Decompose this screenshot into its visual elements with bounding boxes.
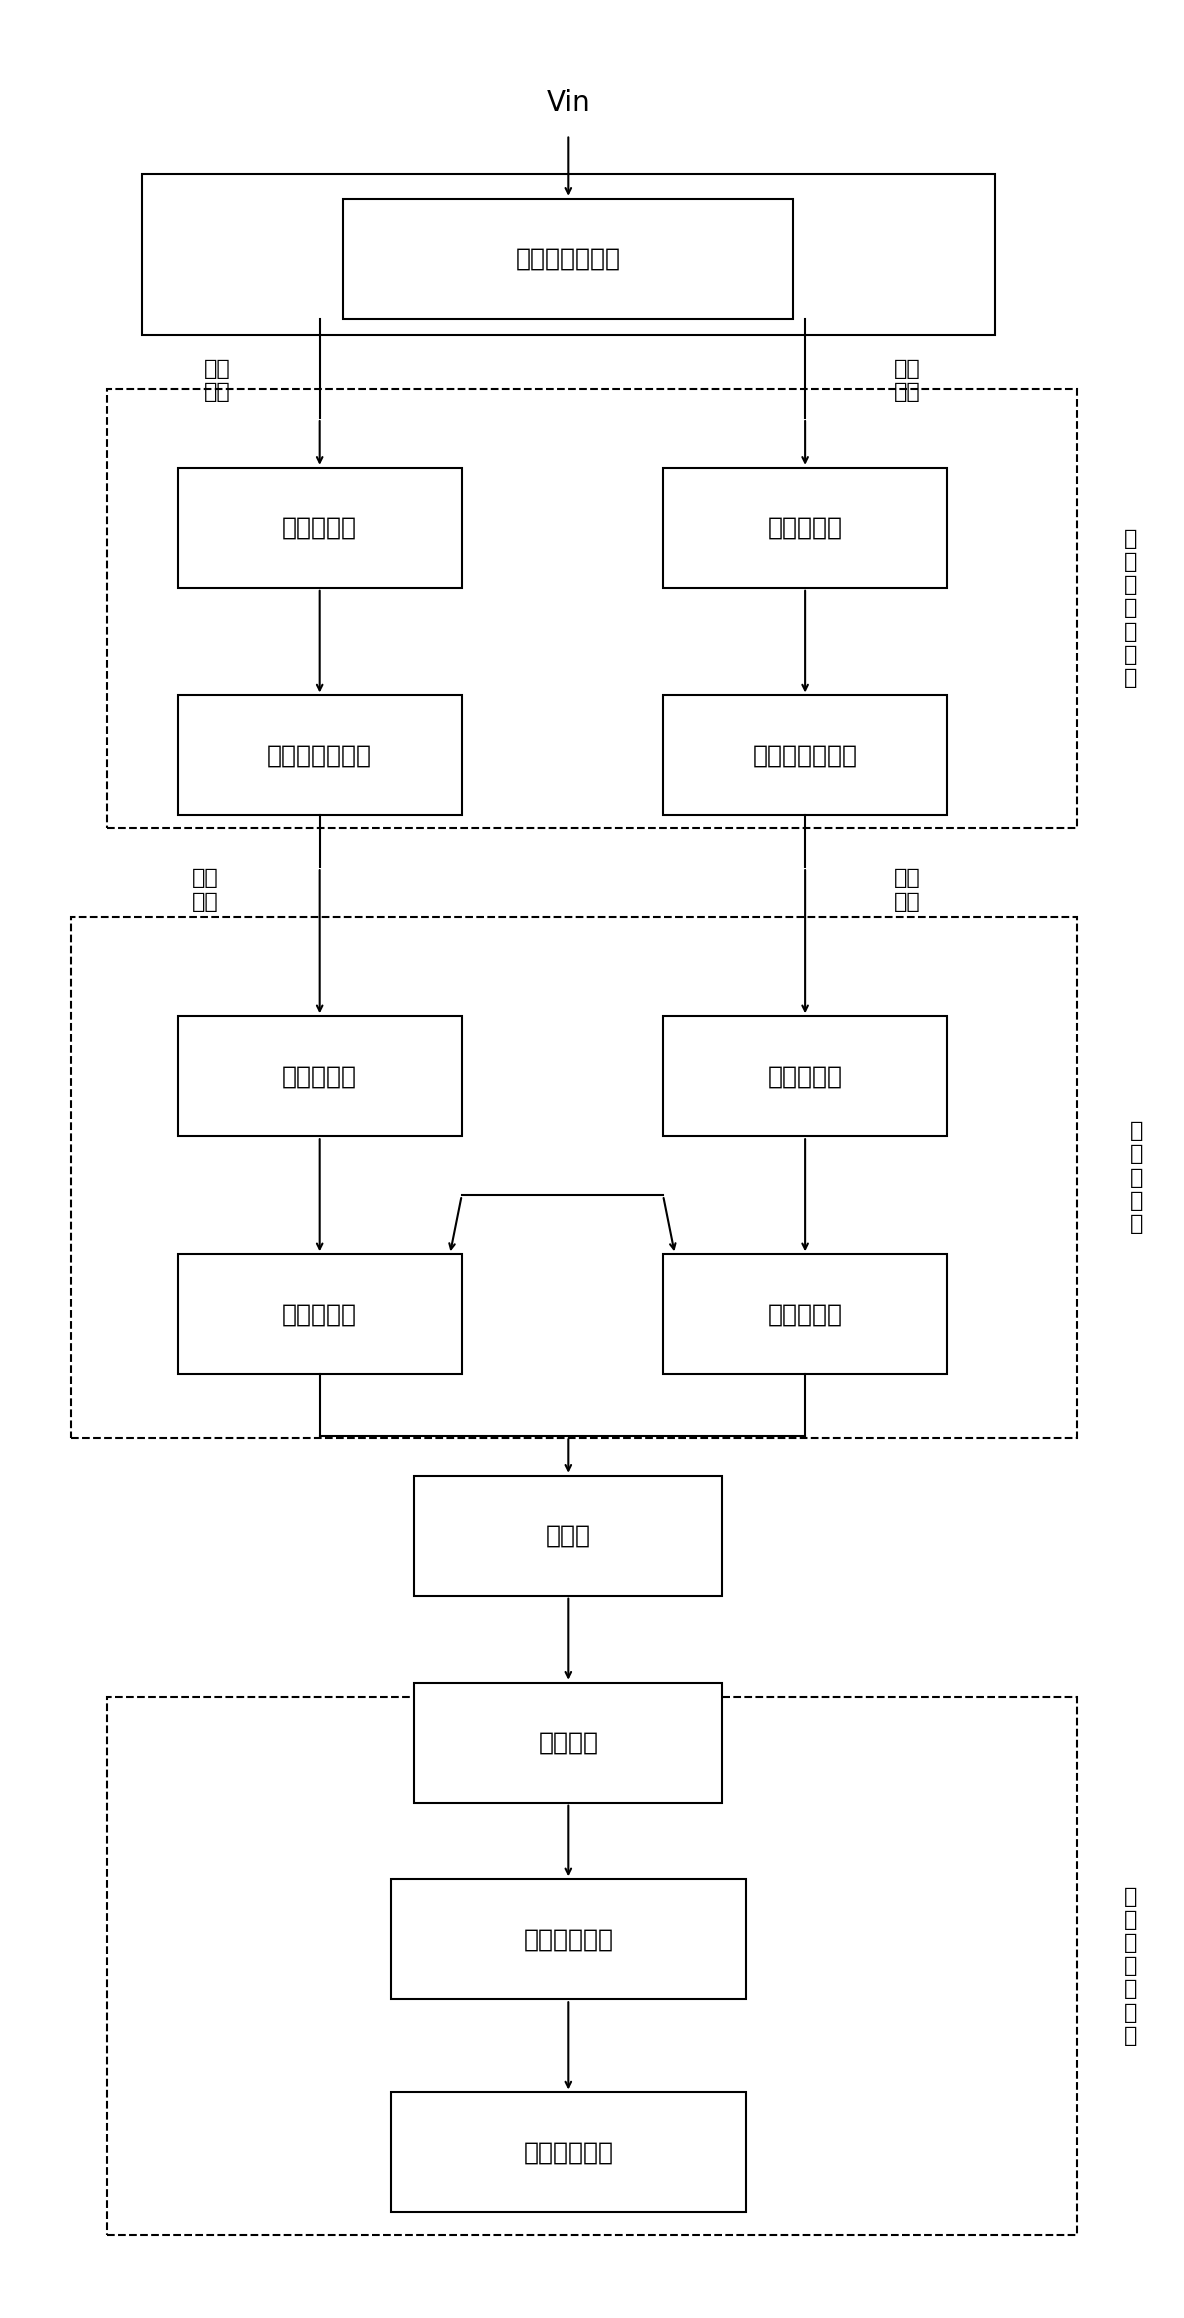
Text: 第一乘法器: 第一乘法器 [282,1303,358,1326]
Text: 正弦
分量: 正弦 分量 [192,869,219,911]
Bar [142,174,995,336]
Bar [343,199,793,320]
Bar [71,918,1077,1439]
Bar [663,1015,947,1136]
Bar [107,1697,1077,2235]
Bar [663,695,947,816]
Text: 第二微分器: 第二微分器 [767,1064,843,1087]
Text: 去
扰
动
单
元: 去 扰 动 单 元 [1130,1122,1144,1233]
Text: 正
切
解
算
子
模
块: 正 切 解 算 子 模 块 [1124,1887,1138,2047]
Bar [107,389,1077,828]
Text: 载波生成子模块: 载波生成子模块 [516,246,620,271]
Bar [178,468,462,589]
Text: 倍频
信号: 倍频 信号 [894,359,921,403]
Text: 余弦
分量: 余弦 分量 [894,869,921,911]
Text: 第二乘法器: 第二乘法器 [767,1303,843,1326]
Bar [178,695,462,816]
Bar [414,1477,722,1595]
Text: 混
频
滤
波
子
模
块: 混 频 滤 波 子 模 块 [1124,529,1138,688]
Text: 第二低通滤波器: 第二低通滤波器 [753,744,857,767]
Text: 反正切子模块: 反正切子模块 [523,2140,613,2165]
Bar [663,1254,947,1375]
Bar [178,1015,462,1136]
Text: 基频
信号: 基频 信号 [204,359,231,403]
Bar [663,468,947,589]
Text: 除法器: 除法器 [546,1523,591,1548]
Bar [391,1880,746,1998]
Bar [178,1254,462,1375]
Text: 降幂单元: 降幂单元 [539,1732,598,1755]
Text: Vin: Vin [547,90,590,118]
Text: 第三乘法器: 第三乘法器 [282,517,358,540]
Bar [391,2093,746,2211]
Text: 第四乘法器: 第四乘法器 [767,517,843,540]
Text: 符号恢复单元: 符号恢复单元 [523,1926,613,1952]
Bar [414,1683,722,1803]
Text: 第一低通滤波器: 第一低通滤波器 [268,744,372,767]
Text: 第一微分器: 第一微分器 [282,1064,358,1087]
